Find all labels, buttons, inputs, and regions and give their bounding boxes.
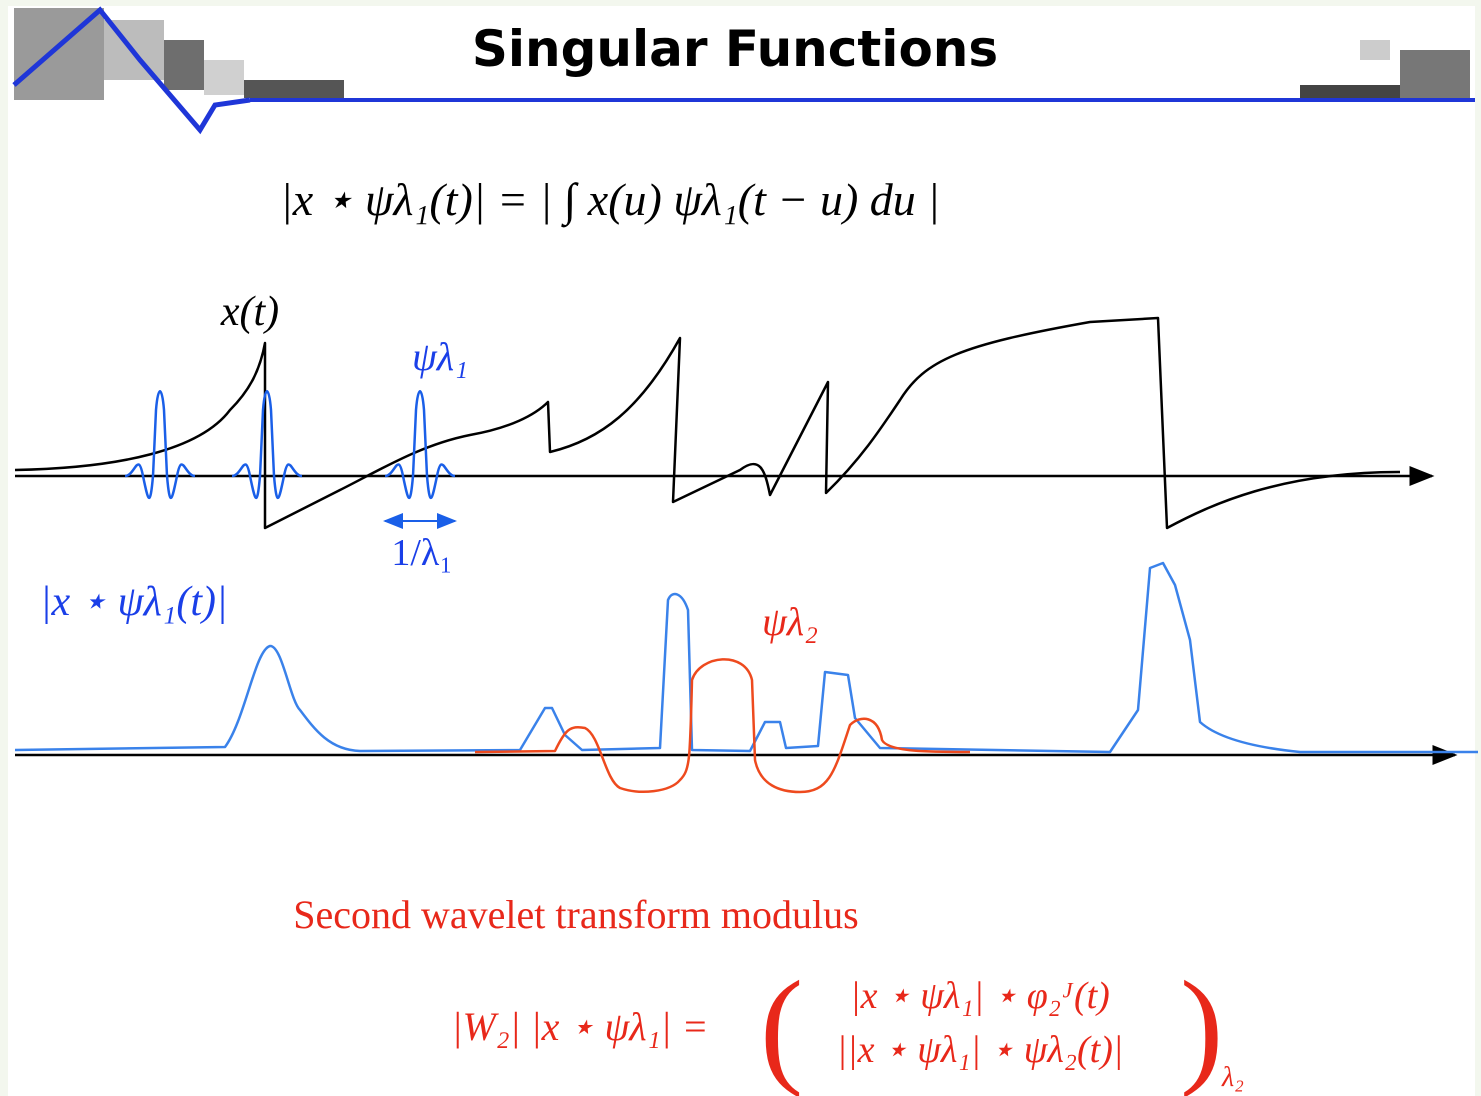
left-paren: ( bbox=[760, 955, 803, 1096]
second-equation-lhs: |W₂| |x ⋆ ψλ₁| = bbox=[451, 1004, 708, 1049]
right-paren: ) bbox=[1180, 955, 1223, 1096]
matrix-row: ||x ⋆ ψλ₁| ⋆ ψλ₂(t)| bbox=[837, 1029, 1124, 1071]
signal-label: x(t) bbox=[220, 289, 279, 335]
signal-curve bbox=[14, 316, 1401, 530]
header-decoration bbox=[12, 6, 1475, 135]
wavelet2-curve bbox=[474, 658, 971, 794]
matrix-row: |x ⋆ ψλ₁| ⋆ φ₂ᴶ(t) bbox=[850, 975, 1110, 1017]
slide-area bbox=[8, 6, 1475, 1096]
wavelet2-label: ψλ₂ bbox=[762, 599, 818, 644]
wavelet1-label: ψλ₁ bbox=[412, 334, 468, 379]
title: Singular Functions bbox=[472, 20, 998, 78]
modulus-curve bbox=[14, 561, 1478, 754]
modulus-label: |x ⋆ ψλ₁(t)| bbox=[40, 579, 228, 625]
caption: Second wavelet transform modulus bbox=[293, 892, 858, 937]
equation: |x ⋆ ψλ₁(t)| = | ∫ x(u) ψλ₁(t − u) du | bbox=[280, 174, 940, 228]
wavelets bbox=[124, 390, 456, 500]
scale-label: 1/λ₁ bbox=[391, 532, 452, 574]
subscript: λ₂ bbox=[1221, 1062, 1244, 1093]
